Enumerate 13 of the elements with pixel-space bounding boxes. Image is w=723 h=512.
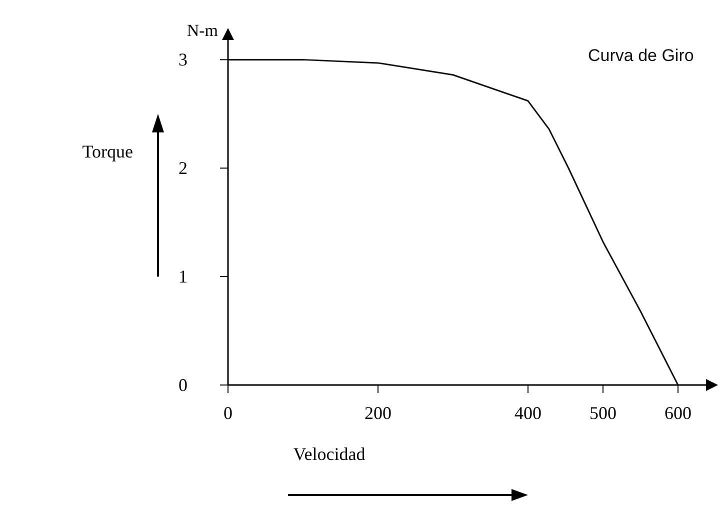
x-tick-label: 0 [224, 403, 232, 423]
text: N-m [186, 21, 218, 40]
y-axis-title: Torque [82, 141, 133, 162]
y-tick-label: 2 [178, 158, 188, 178]
x-axis-title: Velocidad [293, 444, 366, 464]
x-tick-label: 600 [664, 403, 692, 423]
y-tick-label: 3 [178, 50, 188, 70]
y-tick-label: 0 [178, 375, 188, 395]
x-tick-label: 500 [590, 403, 616, 423]
text: Curva de Giro [588, 46, 694, 65]
x-tick-label: 400 [514, 403, 542, 423]
x-tick-label: 200 [364, 403, 392, 423]
y-tick-label: 1 [178, 266, 188, 287]
